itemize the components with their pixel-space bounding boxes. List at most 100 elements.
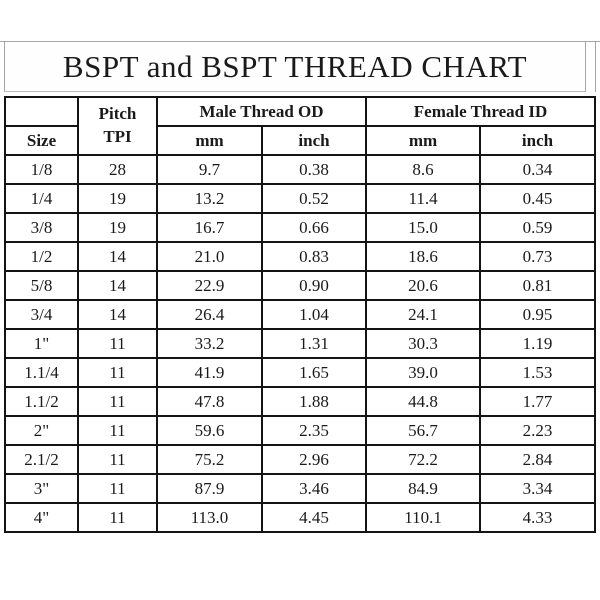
size-cell: 2" [4, 415, 79, 446]
male-mm-cell: 47.8 [156, 386, 263, 417]
male-inch-cell: 2.96 [260, 444, 368, 475]
male-inch-cell: 1.65 [260, 357, 368, 388]
male-mm-cell: 26.4 [156, 299, 263, 330]
title-band-right-sliver [586, 42, 596, 92]
tpi-cell: 11 [77, 473, 158, 504]
size-cell: 1/8 [4, 154, 79, 185]
top-margin [0, 0, 600, 41]
size-cell: 3/8 [4, 212, 79, 243]
female-mm-cell: 24.1 [365, 299, 482, 330]
size-cell: 1/4 [4, 183, 79, 214]
title-band: BSPT and BSPT THREAD CHART [0, 41, 600, 92]
size-cell: 1.1/2 [4, 386, 79, 417]
tpi-cell: 11 [77, 386, 158, 417]
thread-chart-table: Pitch TPI Male Thread OD Female Thread I… [4, 96, 597, 533]
male-inch-cell: 0.83 [260, 241, 368, 272]
female-inch-cell: 0.34 [479, 154, 597, 185]
female-mm-cell: 84.9 [365, 473, 482, 504]
female-mm-cell: 15.0 [365, 212, 482, 243]
size-cell: 1/2 [4, 241, 79, 272]
size-header: Size [4, 125, 79, 156]
male-inch-cell: 1.88 [260, 386, 368, 417]
male-mm-cell: 9.7 [156, 154, 263, 185]
male-inch-cell: 1.31 [260, 328, 368, 359]
female-inch-cell: 1.77 [479, 386, 597, 417]
male-mm-cell: 41.9 [156, 357, 263, 388]
page-title: BSPT and BSPT THREAD CHART [4, 42, 586, 92]
pitch-header-line1: Pitch [98, 104, 137, 124]
table-row: 1" 11 33.2 1.31 30.3 1.19 [4, 328, 597, 359]
female-mm-cell: 39.0 [365, 357, 482, 388]
female-mm-cell: 110.1 [365, 502, 482, 533]
size-cell: 1" [4, 328, 79, 359]
table-row: 2.1/2 11 75.2 2.96 72.2 2.84 [4, 444, 597, 475]
header-group-row: Pitch TPI Male Thread OD Female Thread I… [4, 96, 597, 156]
pitch-header-line2: TPI [103, 127, 132, 146]
male-inch-cell: 0.38 [260, 154, 368, 185]
female-mm-header: mm [365, 125, 482, 156]
table-row: 4" 11 113.0 4.45 110.1 4.33 [4, 502, 597, 533]
female-mm-cell: 8.6 [365, 154, 482, 185]
table-row: 2" 11 59.6 2.35 56.7 2.23 [4, 415, 597, 446]
tpi-cell: 14 [77, 299, 158, 330]
female-inch-cell: 4.33 [479, 502, 597, 533]
male-mm-cell: 33.2 [156, 328, 263, 359]
female-mm-cell: 18.6 [365, 241, 482, 272]
tpi-cell: 19 [77, 212, 158, 243]
female-mm-cell: 56.7 [365, 415, 482, 446]
table-row: 3/4 14 26.4 1.04 24.1 0.95 [4, 299, 597, 330]
male-mm-cell: 113.0 [156, 502, 263, 533]
male-inch-cell: 1.04 [260, 299, 368, 330]
male-mm-cell: 87.9 [156, 473, 263, 504]
female-mm-cell: 44.8 [365, 386, 482, 417]
tpi-cell: 11 [77, 444, 158, 475]
tpi-cell: 28 [77, 154, 158, 185]
table-row: 3" 11 87.9 3.46 84.9 3.34 [4, 473, 597, 504]
female-inch-cell: 0.73 [479, 241, 597, 272]
tpi-cell: 19 [77, 183, 158, 214]
size-cell: 3/4 [4, 299, 79, 330]
female-inch-cell: 0.81 [479, 270, 597, 301]
female-inch-cell: 2.84 [479, 444, 597, 475]
male-inch-cell: 0.66 [260, 212, 368, 243]
female-inch-cell: 2.23 [479, 415, 597, 446]
female-inch-header: inch [479, 125, 597, 156]
female-inch-cell: 1.19 [479, 328, 597, 359]
pitch-tpi-header: Pitch TPI [77, 96, 158, 156]
female-inch-cell: 0.59 [479, 212, 597, 243]
male-inch-header: inch [260, 125, 368, 156]
tpi-cell: 11 [77, 415, 158, 446]
female-mm-cell: 11.4 [365, 183, 482, 214]
male-inch-cell: 2.35 [260, 415, 368, 446]
male-inch-cell: 0.90 [260, 270, 368, 301]
table-row: 1.1/2 11 47.8 1.88 44.8 1.77 [4, 386, 597, 417]
female-mm-cell: 72.2 [365, 444, 482, 475]
female-mm-cell: 30.3 [365, 328, 482, 359]
male-thread-od-header: Male Thread OD [155, 96, 368, 127]
tpi-cell: 14 [77, 270, 158, 301]
male-inch-cell: 3.46 [260, 473, 368, 504]
size-cell: 4" [4, 502, 79, 533]
female-thread-id-header: Female Thread ID [365, 96, 597, 127]
table-row: 1/8 28 9.7 0.38 8.6 0.34 [4, 154, 597, 185]
size-cell: 2.1/2 [4, 444, 79, 475]
male-mm-cell: 13.2 [156, 183, 263, 214]
table-row: 1/4 19 13.2 0.52 11.4 0.45 [4, 183, 597, 214]
male-mm-cell: 75.2 [156, 444, 263, 475]
female-inch-cell: 0.45 [479, 183, 597, 214]
size-cell: 1.1/4 [4, 357, 79, 388]
male-mm-cell: 16.7 [156, 212, 263, 243]
tpi-cell: 11 [77, 328, 158, 359]
table-row: 1/2 14 21.0 0.83 18.6 0.73 [4, 241, 597, 272]
male-mm-header: mm [156, 125, 263, 156]
male-mm-cell: 59.6 [156, 415, 263, 446]
table-row: 1.1/4 11 41.9 1.65 39.0 1.53 [4, 357, 597, 388]
male-inch-cell: 0.52 [260, 183, 368, 214]
female-inch-cell: 1.53 [479, 357, 597, 388]
header-unit-row: Size mm inch mm inch [4, 125, 597, 156]
table-row: 5/8 14 22.9 0.90 20.6 0.81 [4, 270, 597, 301]
tpi-cell: 14 [77, 241, 158, 272]
size-cell: 3" [4, 473, 79, 504]
male-inch-cell: 4.45 [260, 502, 368, 533]
male-mm-cell: 21.0 [156, 241, 263, 272]
